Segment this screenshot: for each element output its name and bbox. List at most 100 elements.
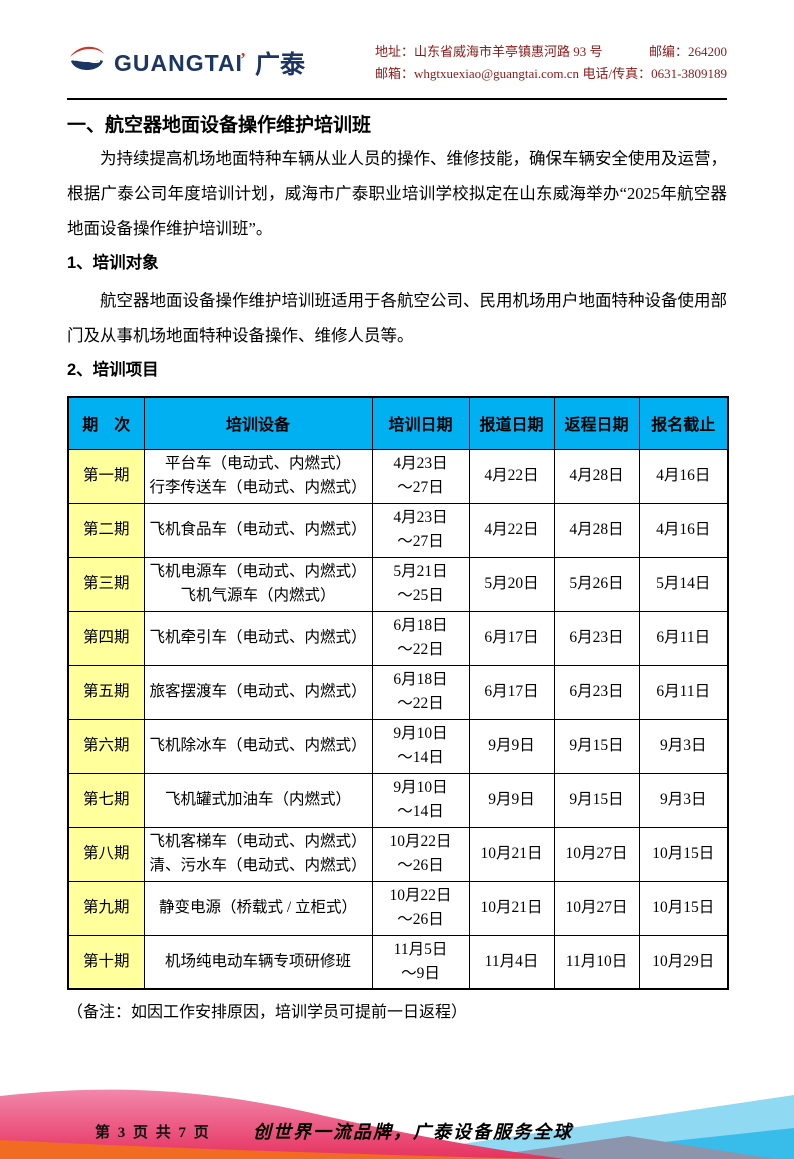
address-text: 地址：山东省威海市羊亭镇惠河路 93 号 [375,43,603,59]
equipment-cell: 机场纯电动车辆专项研修班 [143,934,373,990]
cell-text: 4月22日 [484,521,539,538]
deadline-date-cell: 5月14日 [638,556,729,612]
training-dates-cell: 6月18日 ～22日 [371,664,470,720]
period-cell: 第六期 [67,718,145,774]
brand-name-en: GUANGTAI’ [114,49,246,77]
contact-info: 地址：山东省威海市羊亭镇惠河路 93 号 邮编：264200 邮箱：whgtxu… [375,41,727,85]
training-dates-cell: 10月22日 ～26日 [371,826,470,882]
cell-text: ～22日 [397,695,444,712]
cell-text: 6月11日 [656,683,711,700]
table-row: 第九期 静变电源（桥载式 / 立柜式） 10月22日 ～26日 10月21日 10月27日… [67,880,729,936]
table-row: 第五期 旅客摆渡车（电动式、内燃式） 6月18日 ～22日 6月17日 6月23日 6月11… [67,664,729,720]
page-footer: 第 3 页 共 7 页 创世界一流品牌，广泰设备服务全球 [0,1083,794,1159]
table-note: （备注：如因工作安排原因，培训学员可提前一日返程） [67,1004,468,1021]
section1-paragraph: 航空器地面设备操作维护培训班适用于各航空公司、民用机场用户地面特种设备使用部门及… [67,291,727,345]
footer-slogan: 创世界一流品牌，广泰设备服务全球 [253,1122,573,1142]
cell-text: 飞机食品车（电动式、内燃式） [149,521,367,538]
cell-text: 第十期 [82,952,130,970]
cell-text: ～26日 [397,857,444,874]
header-return-date: 返程日期 [553,396,640,450]
cell-text: 清、污水车（电动式、内燃式） [149,857,367,874]
cell-text: 9月3日 [659,737,707,754]
guangtai-logo-icon [67,40,107,85]
cell-text: 10月27日 [565,845,628,862]
header-equipment: 培训设备 [143,396,373,450]
cell-text: ～14日 [397,803,444,820]
deadline-date-cell: 6月11日 [638,610,729,666]
cell-text: ～27日 [397,533,444,550]
report-date-cell: 9月9日 [468,772,555,828]
cell-text: 飞机除冰车（电动式、内燃式） [149,737,367,754]
period-cell: 第五期 [67,664,145,720]
cell-text: 11月5日 [393,940,448,958]
logo-accent-mark: ’ [239,48,246,69]
guangtai-logo: GUANGTAI’ 广泰 [67,40,305,85]
cell-text: 旅客摆渡车（电动式、内燃式） [149,683,367,700]
table-row: 第六期 飞机除冰车（电动式、内燃式） 9月10日 ～14日 9月9日 9月15日 9月3日 [67,718,729,774]
header-period: 期 次 [67,396,145,450]
cell-text: 飞机罐式加油车（内燃式） [164,791,351,808]
cell-text: ～26日 [397,911,444,928]
cell-text: 11月4日 [484,952,539,970]
cell-text: 9月9日 [488,737,535,754]
cell-text: 5月20日 [484,575,539,592]
cell-text: 飞机客梯车（电动式、内燃式） [149,833,367,850]
contact-row-2: 邮箱：whgtxuexiao@guangtai.com.cn 电话/传真：063… [375,63,727,85]
equipment-cell: 平台车（电动式、内燃式） 行李传送车（电动式、内燃式） [143,448,373,504]
period-cell: 第七期 [67,772,145,828]
cell-text: 9月15日 [569,791,624,808]
cell-text: 4月23日 [393,509,448,526]
table-row: 第十期 机场纯电动车辆专项研修班 11月5日 ～9日 11月4日 11月10日 10月29日 [67,934,729,990]
postcode-text: 邮编：264200 [648,43,727,59]
deadline-date-cell: 10月29日 [638,934,729,990]
cell-text: 第六期 [82,737,130,754]
document-title: 一、航空器地面设备操作维护培训班 [67,115,372,136]
header-deadline: 报名截止 [638,396,729,450]
cell-text: 飞机气源车（内燃式） [180,587,336,604]
period-cell: 第九期 [67,880,145,936]
return-date-cell: 4月28日 [553,448,640,504]
intro-paragraph: 为持续提高机场地面特种车辆从业人员的操作、维修技能，确保车辆安全使用及运营，根据… [67,149,727,238]
cell-text: 10月27日 [565,899,628,916]
training-dates-cell: 5月21日 ～25日 [371,556,470,612]
report-date-cell: 4月22日 [468,502,555,558]
table-row: 第二期 飞机食品车（电动式、内燃式） 4月23日 ～27日 4月22日 4月28日 4月16… [67,502,729,558]
brand-text-en: GUANGTAI [114,49,243,76]
cell-text: 5月21日 [393,563,448,580]
cell-text: 10月22日 [389,887,452,904]
deadline-date-cell: 6月11日 [638,664,729,720]
table-header-row: 期 次 培训设备 培训日期 报道日期 返程日期 报名截止 [67,396,729,450]
training-dates-cell: 6月18日 ～22日 [371,610,470,666]
cell-text: 第七期 [82,791,130,808]
cell-text: 6月23日 [569,683,624,700]
document-page: { "colors": { "table_header_bg": "#00B0F… [0,36,794,1159]
return-date-cell: 11月10日 [553,934,640,990]
cell-text: 机场纯电动车辆专项研修班 [164,952,351,970]
return-date-cell: 10月27日 [553,826,640,882]
cell-text: 第八期 [82,845,130,862]
return-date-cell: 5月26日 [553,556,640,612]
equipment-cell: 飞机电源车（电动式、内燃式） 飞机气源车（内燃式） [143,556,373,612]
table-row: 第三期 飞机电源车（电动式、内燃式） 飞机气源车（内燃式） 5月21日 ～25日 5月20… [67,556,729,612]
training-dates-cell: 9月10日 ～14日 [371,772,470,828]
deadline-date-cell: 4月16日 [638,502,729,558]
cell-text: ～25日 [397,587,444,604]
cell-text: 第二期 [82,521,130,538]
report-date-cell: 11月4日 [468,934,555,990]
period-cell: 第四期 [67,610,145,666]
training-schedule-table: 期 次 培训设备 培训日期 报道日期 返程日期 报名截止 第一期 平台车（电动式、… [67,396,729,990]
cell-text: 9月10日 [393,779,448,796]
report-date-cell: 4月22日 [468,448,555,504]
cell-text: 10月22日 [389,833,452,850]
cell-text: 行李传送车（电动式、内燃式） [149,479,367,496]
training-dates-cell: 4月23日 ～27日 [371,448,470,504]
cell-text: 4月22日 [484,467,539,484]
equipment-cell: 飞机客梯车（电动式、内燃式） 清、污水车（电动式、内燃式） [143,826,373,882]
return-date-cell: 6月23日 [553,664,640,720]
period-cell: 第一期 [67,448,145,504]
table-row: 第四期 飞机牵引车（电动式、内燃式） 6月18日 ～22日 6月17日 6月23日 6月11… [67,610,729,666]
cell-text: 5月26日 [569,575,624,592]
cell-text: 6月18日 [393,671,448,688]
period-cell: 第二期 [67,502,145,558]
table-row: 第七期 飞机罐式加油车（内燃式） 9月10日 ～14日 9月9日 9月15日 9月3日 [67,772,729,828]
